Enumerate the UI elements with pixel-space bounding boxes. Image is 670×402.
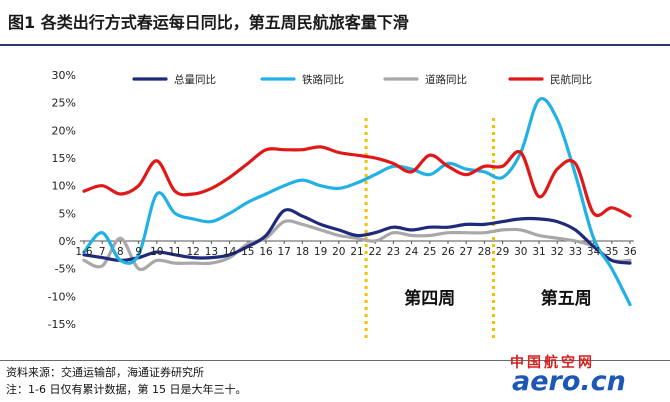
- x-tick-label: 7: [99, 246, 106, 258]
- x-tick-label: 1-6: [75, 246, 92, 258]
- legend-label: 总量同比: [174, 73, 216, 86]
- source-note: 资料来源：交通运输部，海通证券研究所: [6, 366, 204, 379]
- x-tick-label: 22: [369, 246, 382, 258]
- x-tick-label: 31: [532, 246, 545, 258]
- x-tick-label: 17: [278, 246, 291, 258]
- x-tick-label: 9: [135, 246, 142, 258]
- x-tick-label: 15: [241, 246, 254, 258]
- y-tick-label: -5%: [55, 263, 76, 276]
- y-tick-label: 10%: [52, 180, 76, 193]
- x-tick-label: 35: [605, 246, 618, 258]
- x-tick-label: 28: [478, 246, 491, 258]
- x-tick-label: 18: [296, 246, 309, 258]
- line-chart: 1-6 7 8 9 10 11 12 13 14 15 16 17 18 19 20 21 22 23 24 25 26…: [48, 69, 637, 342]
- y-tick-label: -10%: [48, 290, 76, 303]
- x-tick-label: 36: [623, 246, 637, 258]
- legend-label: 铁路同比: [302, 73, 344, 86]
- x-tick-label: 23: [387, 246, 400, 258]
- y-tick-label: 30%: [52, 69, 76, 82]
- week-annotation: 第四周: [404, 288, 455, 309]
- y-tick-label: -15%: [48, 318, 76, 331]
- watermark-chinese: 中国航空网: [510, 355, 595, 371]
- y-tick-label: 25%: [52, 97, 76, 110]
- x-tick-label: 25: [423, 246, 436, 258]
- x-tick-label: 14: [223, 246, 237, 258]
- x-tick-label: 29: [496, 246, 509, 258]
- legend-label: 道路同比: [425, 73, 467, 86]
- series-line-2: [82, 219, 632, 272]
- legend-label: 民航同比: [550, 73, 592, 86]
- y-tick-label: 5%: [59, 207, 76, 220]
- x-tick-label: 20: [332, 246, 345, 258]
- y-tick-label: 20%: [52, 124, 76, 137]
- x-tick-label: 16: [259, 246, 273, 258]
- footnote: 注：1-6 日仅有累计数据，第 15 日是大年三十。: [6, 383, 247, 396]
- x-tick-label: 32: [551, 246, 564, 258]
- x-tick-label: 27: [460, 246, 473, 258]
- x-tick-label: 33: [569, 246, 582, 258]
- x-tick-label: 13: [205, 246, 218, 258]
- y-tick-label: 0%: [59, 235, 76, 248]
- x-tick-label: 21: [350, 246, 363, 258]
- y-tick-label: 15%: [52, 152, 76, 165]
- x-tick-label: 8: [117, 246, 124, 258]
- x-tick-label: 30: [514, 246, 527, 258]
- x-tick-label: 11: [168, 246, 181, 258]
- x-tick-label: 26: [441, 246, 455, 258]
- x-tick-label: 34: [587, 246, 601, 258]
- chart-title: 图1 各类出行方式春运每日同比，第五周民航旅客量下滑: [8, 13, 409, 32]
- watermark-logo: aero.cn: [512, 366, 626, 397]
- series-line-0: [82, 208, 632, 265]
- x-tick-label: 10: [150, 246, 163, 258]
- x-tick-label: 12: [187, 246, 200, 258]
- series-line-3: [82, 145, 632, 218]
- week-annotation: 第五周: [541, 288, 592, 309]
- footer-divider: [0, 360, 670, 361]
- x-tick-label: 19: [314, 246, 327, 258]
- series-line-1: [82, 97, 632, 307]
- x-tick-label: 24: [405, 246, 419, 258]
- title-bar: 图1 各类出行方式春运每日同比，第五周民航旅客量下滑: [0, 0, 670, 46]
